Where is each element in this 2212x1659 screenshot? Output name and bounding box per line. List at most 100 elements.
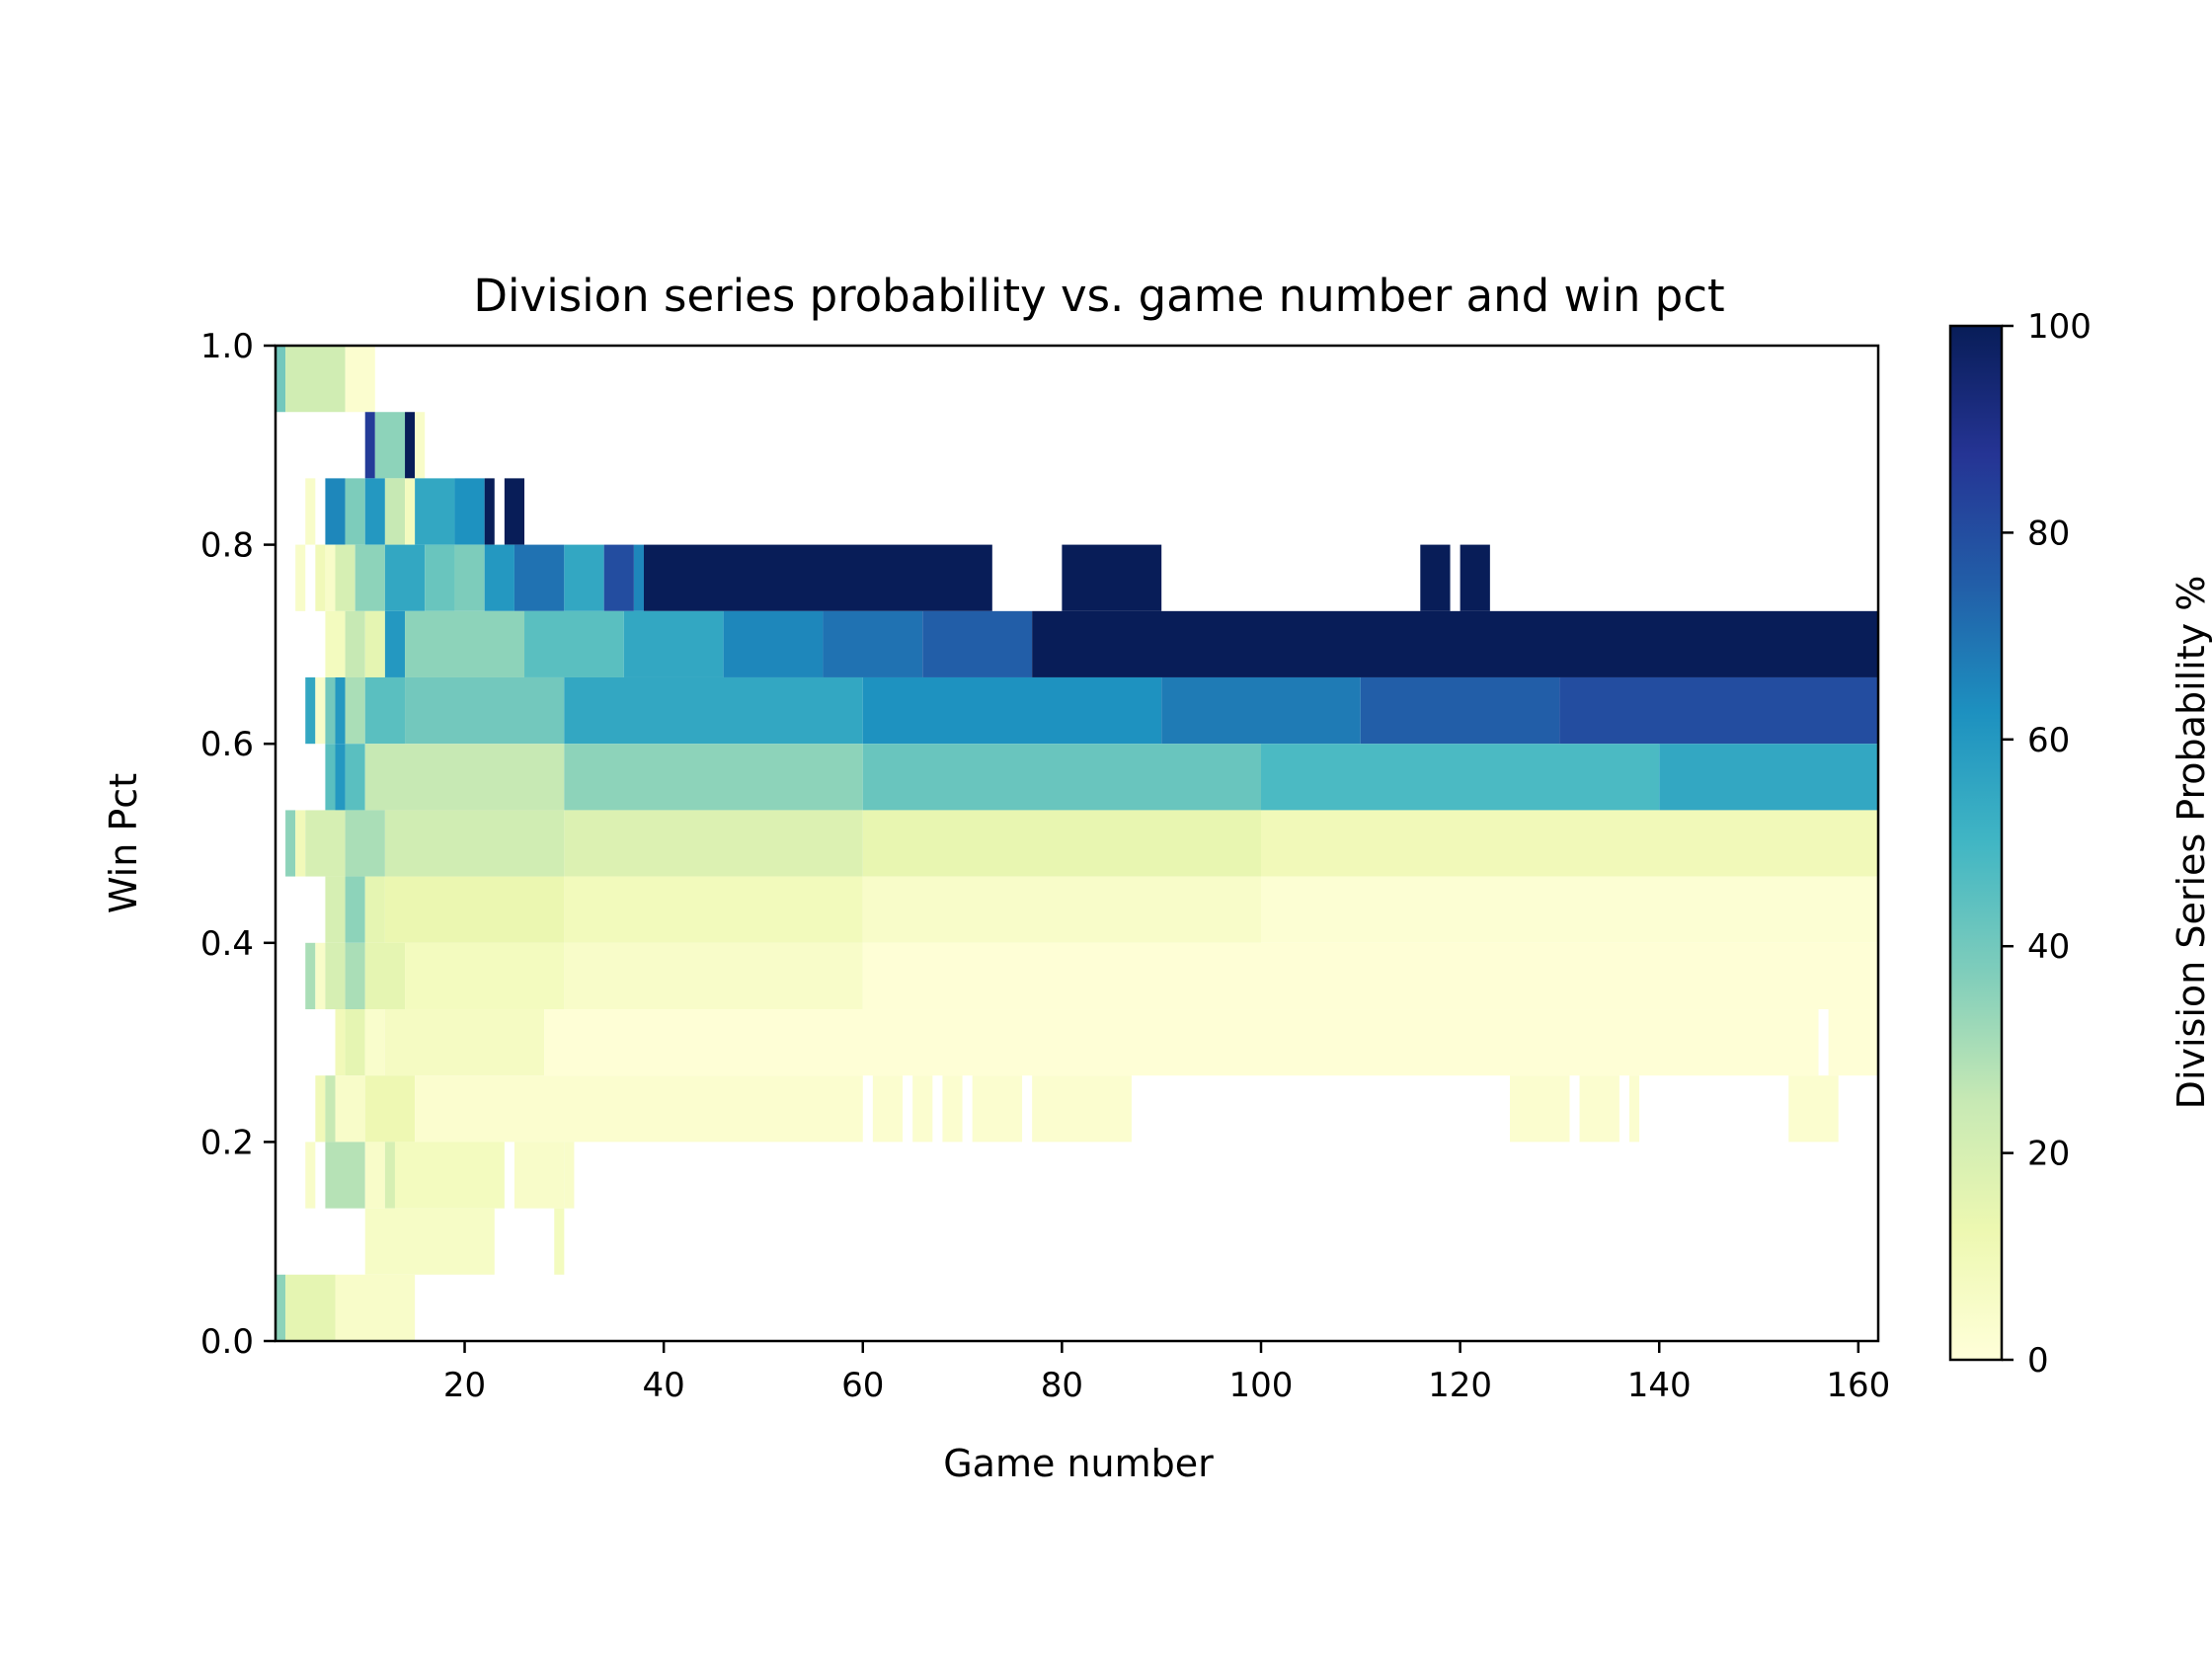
y-tick-label: 0.8 [200, 526, 254, 566]
heatmap-cell [325, 1075, 336, 1143]
heatmap-cell [1260, 876, 1878, 943]
heatmap-cell [862, 810, 1261, 877]
colorbar-tick-label: 20 [2027, 1135, 2070, 1174]
heatmap-cell [364, 610, 385, 677]
heatmap-cell [335, 1075, 365, 1143]
x-tick-label: 160 [1826, 1366, 1890, 1405]
x-tick-label: 40 [643, 1366, 685, 1405]
heatmap-cell [564, 544, 604, 611]
heatmap-cell [305, 810, 346, 877]
x-tick-label: 140 [1627, 1366, 1692, 1405]
x-axis: 20 40 60 80 100 120 140 160 [443, 1341, 1890, 1405]
heatmap-cell [425, 544, 455, 611]
colorbar-tick-label: 0 [2027, 1341, 2049, 1381]
x-tick-label: 120 [1428, 1366, 1492, 1405]
chart-title: Division series probability vs. game num… [473, 270, 1724, 322]
heatmap-cell [384, 1142, 395, 1209]
heatmap-cell [364, 1009, 385, 1076]
heatmap-cell [394, 1142, 505, 1209]
heatmap-cell [345, 346, 375, 413]
heatmap-cell [564, 744, 863, 811]
heatmap-cell [345, 478, 365, 545]
heatmap-cell [603, 544, 634, 611]
heatmap-cell [335, 1274, 416, 1341]
heatmap-cell [405, 676, 565, 745]
heatmap-cell [1628, 1075, 1640, 1143]
colorbar-tick-label: 60 [2027, 721, 2070, 760]
heatmap-cells [276, 346, 1879, 1341]
heatmap-cell [374, 412, 406, 479]
y-tick-label: 0.0 [200, 1322, 254, 1362]
heatmap-cell [305, 676, 316, 745]
heatmap-cell [364, 1142, 385, 1209]
heatmap-cell [564, 876, 863, 943]
heatmap-cell [544, 1009, 1819, 1076]
heatmap-cell [276, 346, 286, 413]
heatmap-cell [862, 876, 1261, 943]
heatmap-cell [514, 544, 565, 611]
heatmap-cell [972, 1075, 1023, 1143]
heatmap-cell [285, 346, 346, 413]
heatmap-cell [345, 942, 365, 1010]
heatmap-cell [285, 1274, 336, 1341]
colorbar-label: Division Series Probability % [2170, 576, 2212, 1110]
heatmap-cell [384, 876, 565, 943]
heatmap-cell [335, 544, 356, 611]
heatmap-cell [384, 610, 406, 677]
heatmap-cell [514, 1142, 565, 1209]
heatmap-cell [384, 1009, 545, 1076]
heatmap-cell [325, 744, 336, 811]
heatmap-cell [364, 676, 406, 745]
heatmap-cell [723, 610, 824, 677]
plot-frame [274, 344, 1880, 1343]
y-axis: 0.0 0.2 0.4 0.6 0.8 1.0 [200, 327, 276, 1362]
heatmap-cell [384, 810, 565, 877]
heatmap-cell [862, 942, 1879, 1010]
heatmap-cell [415, 478, 455, 545]
heatmap-cell [484, 544, 514, 611]
heatmap-cell [325, 876, 346, 943]
heatmap-cell [862, 744, 1261, 811]
colorbar-axis: 0 20 40 60 80 100 [2002, 307, 2092, 1381]
heatmap-cell [325, 478, 346, 545]
x-axis-label: Game number [943, 1442, 1214, 1485]
heatmap-cell [564, 810, 863, 877]
heatmap-cell [454, 544, 485, 611]
colorbar-tick-label: 80 [2027, 514, 2070, 553]
heatmap-cell [364, 876, 385, 943]
heatmap-cell [345, 676, 365, 745]
y-tick-label: 0.2 [200, 1123, 254, 1162]
heatmap-cell [564, 676, 863, 745]
heatmap-cell [335, 676, 346, 745]
heatmap-cell [325, 544, 336, 611]
heatmap-cell [325, 942, 346, 1010]
heatmap-cell [643, 544, 992, 611]
heatmap-cell [325, 676, 336, 745]
heatmap-cell [315, 544, 326, 611]
y-tick-label: 0.6 [200, 725, 254, 764]
y-axis-label: Win Pct [102, 773, 145, 913]
heatmap-cell [1579, 1075, 1620, 1143]
heatmap-cell [335, 1009, 346, 1076]
heatmap-cell [345, 876, 365, 943]
heatmap-cell [1032, 610, 1878, 677]
heatmap-cell [335, 744, 346, 811]
heatmap-cell [345, 1009, 365, 1076]
heatmap-cell [1360, 676, 1560, 745]
heatmap-cell [364, 1208, 495, 1275]
heatmap-cell [415, 412, 426, 479]
heatmap-cell [862, 676, 1162, 745]
heatmap-cell [384, 478, 406, 545]
heatmap-cell [305, 1142, 316, 1209]
x-tick-label: 80 [1041, 1366, 1083, 1405]
heatmap-cell [1559, 676, 1878, 745]
colorbar-tick-label: 100 [2027, 307, 2092, 347]
heatmap-cell [623, 610, 724, 677]
heatmap-cell [1460, 544, 1490, 611]
colorbar-tick-label: 40 [2027, 927, 2070, 967]
heatmap-cell [1260, 744, 1660, 811]
heatmap-cell [405, 478, 416, 545]
heatmap-cell [1420, 544, 1451, 611]
heatmap-cell [364, 942, 406, 1010]
